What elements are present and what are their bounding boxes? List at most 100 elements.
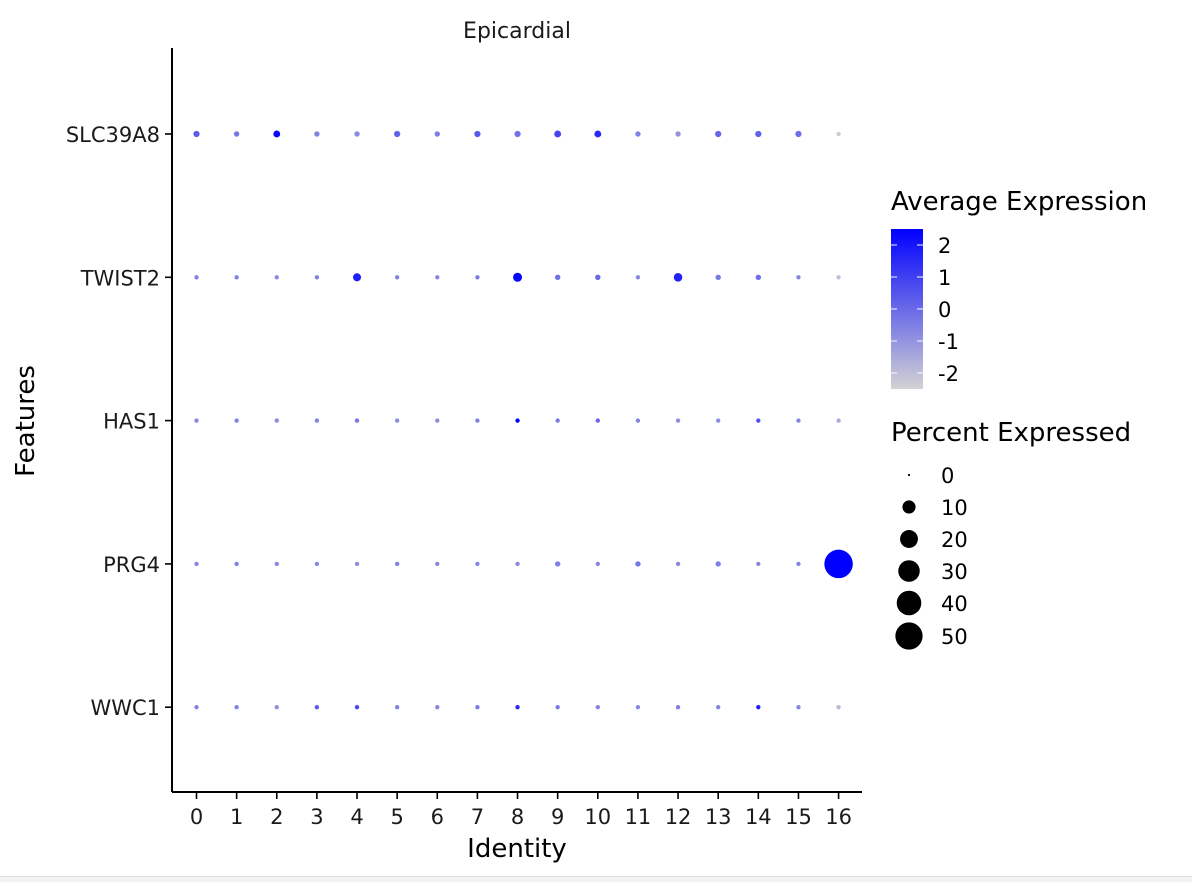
color-bar-ticks: 2 1 0 -1 -2 (891, 234, 959, 386)
dot-prg4-16 (824, 549, 853, 579)
dot-prg4-7 (475, 561, 480, 567)
size-legend-label: 20 (941, 528, 968, 552)
color-tick-label: -2 (938, 362, 959, 386)
y-tick-label: WWC1 (90, 696, 160, 720)
legend-color-title: Average Expression (891, 187, 1147, 217)
dot-has1-4 (354, 418, 360, 423)
dot-has1-11 (635, 418, 641, 423)
chart-title: Epicardial (463, 19, 571, 44)
dot-has1-1 (234, 418, 239, 423)
dot-wwc1-15 (796, 705, 801, 710)
dot-has1-0 (194, 418, 199, 423)
dot-wwc1-12 (675, 705, 681, 710)
dot-twist2-3 (314, 275, 320, 280)
y-tick-label: HAS1 (103, 410, 160, 434)
dot-slc39a8-15 (795, 130, 802, 138)
size-legend-label: 10 (941, 496, 968, 520)
dot-twist2-5 (394, 275, 400, 280)
legend: Average Expression 210-1-2 Percent Expre… (891, 187, 1147, 650)
dot-twist2-9 (554, 274, 561, 280)
dot-twist2-14 (755, 274, 762, 280)
x-tick-label: 16 (825, 805, 852, 829)
dot-prg4-11 (635, 561, 641, 567)
dot-wwc1-16 (836, 705, 841, 710)
dot-twist2-2 (274, 275, 279, 280)
dot-slc39a8-11 (635, 131, 641, 137)
color-tick-label: -1 (938, 330, 959, 354)
dot-prg4-14 (756, 561, 761, 567)
dot-prg4-5 (394, 561, 400, 567)
dot-prg4-6 (435, 561, 440, 567)
dot-has1-6 (435, 418, 440, 423)
dot-twist2-4 (353, 273, 362, 282)
dot-prg4-13 (715, 561, 721, 567)
dot-wwc1-4 (354, 705, 360, 710)
dot-wwc1-0 (194, 705, 199, 710)
dot-twist2-7 (475, 275, 480, 280)
dot-slc39a8-1 (233, 131, 240, 137)
legend-size-title: Percent Expressed (891, 418, 1131, 448)
y-tick-label: SLC39A8 (66, 123, 160, 147)
x-tick-label: 4 (350, 805, 363, 829)
x-tick-label: 5 (390, 805, 403, 829)
dot-twist2-1 (234, 275, 239, 280)
dot-slc39a8-8 (514, 130, 521, 138)
dot-has1-16 (836, 418, 841, 423)
x-tick-label: 0 (190, 805, 203, 829)
x-tick-label: 7 (471, 805, 484, 829)
y-axis-label: Features (11, 365, 41, 477)
color-tick-label: 1 (938, 266, 951, 290)
size-legend-dot (896, 590, 922, 616)
dot-slc39a8-6 (434, 131, 440, 137)
dot-twist2-8 (513, 272, 523, 282)
dot-wwc1-11 (635, 705, 641, 710)
dot-has1-5 (394, 418, 400, 423)
x-tick-label: 14 (745, 805, 772, 829)
dot-slc39a8-4 (354, 131, 360, 137)
window-bottom-edge (0, 876, 1192, 882)
dot-prg4-1 (234, 561, 239, 567)
x-tick-label: 2 (270, 805, 283, 829)
dot-twist2-0 (194, 275, 199, 280)
size-legend-dot (902, 500, 916, 514)
dot-slc39a8-0 (193, 130, 200, 138)
x-tick-label: 3 (310, 805, 323, 829)
dot-twist2-16 (836, 275, 841, 280)
dot-slc39a8-16 (836, 131, 841, 137)
dot-slc39a8-7 (474, 130, 481, 138)
dot-slc39a8-10 (594, 130, 602, 138)
size-legend-label: 0 (941, 464, 954, 488)
dot-prg4-3 (314, 561, 320, 567)
dot-slc39a8-14 (755, 130, 762, 138)
size-legend-label: 50 (941, 625, 968, 649)
dot-wwc1-5 (394, 705, 400, 710)
y-tick-label: PRG4 (103, 553, 160, 577)
y-tick-label: TWIST2 (80, 266, 160, 290)
x-tick-label: 12 (665, 805, 692, 829)
dot-prg4-15 (796, 561, 801, 567)
x-ticks: 0 1 2 3 4 5 6 7 8 9 10 11 12 13 14 15 16 (190, 792, 852, 829)
size-legend-dot (907, 473, 911, 477)
dots (193, 130, 853, 710)
dot-wwc1-7 (475, 705, 480, 710)
dot-slc39a8-5 (394, 130, 401, 138)
dot-has1-14 (756, 418, 761, 423)
size-legend-dot (898, 560, 920, 582)
dot-twist2-11 (635, 275, 641, 280)
dot-has1-7 (475, 418, 480, 423)
dot-wwc1-13 (716, 705, 721, 710)
dot-prg4-8 (515, 561, 520, 567)
x-tick-label: 13 (705, 805, 732, 829)
dot-wwc1-14 (756, 705, 761, 710)
x-tick-label: 11 (625, 805, 652, 829)
dot-wwc1-10 (595, 705, 600, 710)
x-tick-label: 1 (230, 805, 243, 829)
x-tick-label: 6 (431, 805, 444, 829)
dot-prg4-12 (675, 561, 681, 567)
color-tick-label: 2 (938, 234, 951, 258)
dot-has1-9 (555, 418, 560, 423)
dot-slc39a8-13 (715, 130, 722, 138)
dot-twist2-12 (673, 273, 683, 282)
